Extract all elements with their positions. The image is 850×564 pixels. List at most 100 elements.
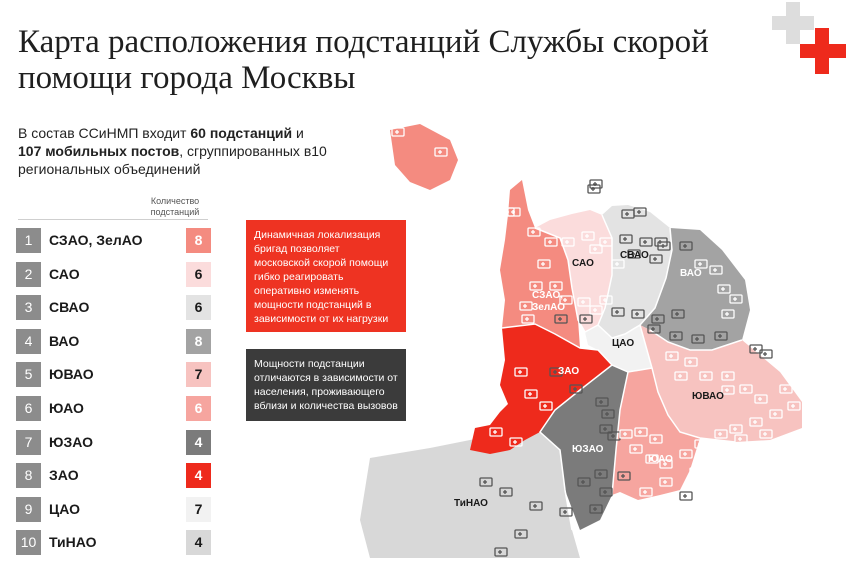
ambulance-icon bbox=[391, 127, 405, 137]
callout-capacity: Мощности подстанции отличаются в зависим… bbox=[246, 349, 406, 421]
ambulance-icon bbox=[779, 384, 793, 394]
intro-part-3: , сгруппированных в10 региональных объед… bbox=[18, 143, 327, 177]
district-count: 4 bbox=[186, 463, 211, 489]
ambulance-icon bbox=[544, 237, 558, 247]
ambulance-icon bbox=[514, 367, 528, 377]
district-name: ЮАО bbox=[49, 399, 84, 416]
ambulance-icon bbox=[759, 349, 773, 359]
ambulance-icon bbox=[599, 487, 613, 497]
district-row: 2 САО 6 bbox=[16, 261, 212, 287]
district-number: 3 bbox=[16, 295, 41, 321]
district-count: 4 bbox=[186, 429, 211, 455]
district-count: 7 bbox=[186, 362, 211, 388]
district-name: ЦАО bbox=[49, 500, 81, 517]
ambulance-icon bbox=[599, 424, 613, 434]
ambulance-icon bbox=[434, 147, 448, 157]
ambulance-icon bbox=[671, 309, 685, 319]
ambulance-icon bbox=[494, 547, 508, 557]
ambulance-icon bbox=[749, 417, 763, 427]
ambulance-icon bbox=[639, 237, 653, 247]
ambulance-icon bbox=[561, 237, 575, 247]
map-label-zao: ЗАО bbox=[558, 366, 579, 377]
district-name: СВАО bbox=[49, 299, 90, 316]
ambulance-icon bbox=[639, 487, 653, 497]
ambulance-icon bbox=[657, 241, 671, 251]
ambulance-icon bbox=[581, 231, 595, 241]
ambulance-icon bbox=[601, 409, 615, 419]
intro-text: В состав ССиНМП входит 60 подстанций и 1… bbox=[18, 124, 328, 178]
district-count: 8 bbox=[186, 328, 211, 354]
ambulance-icon bbox=[514, 529, 528, 539]
district-number: 2 bbox=[16, 261, 41, 287]
ambulance-icon bbox=[619, 429, 633, 439]
ambulance-icon bbox=[519, 301, 533, 311]
ambulance-icon bbox=[577, 297, 591, 307]
map-label-uao: ЮАО bbox=[648, 454, 673, 465]
ambulance-icon bbox=[629, 444, 643, 454]
district-row: 5 ЮВАО 7 bbox=[16, 362, 212, 388]
ambulance-icon bbox=[537, 259, 551, 269]
ambulance-icon bbox=[699, 371, 713, 381]
ambulance-icon bbox=[679, 241, 693, 251]
medical-cross-logo bbox=[772, 2, 846, 74]
region-zao bbox=[470, 324, 612, 454]
district-name: ЮЗАО bbox=[49, 433, 94, 450]
ambulance-icon bbox=[739, 384, 753, 394]
ambulance-icon bbox=[633, 207, 647, 217]
ambulance-icon bbox=[734, 434, 748, 444]
intro-mobile-posts-count: 107 мобильных постов bbox=[18, 143, 180, 159]
ambulance-icon bbox=[714, 429, 728, 439]
district-number: 5 bbox=[16, 362, 41, 388]
district-count: 6 bbox=[186, 295, 211, 321]
ambulance-icon bbox=[759, 429, 773, 439]
ambulance-icon bbox=[717, 284, 731, 294]
district-count: 8 bbox=[186, 228, 211, 253]
ambulance-icon bbox=[631, 309, 645, 319]
ambulance-icon bbox=[489, 427, 503, 437]
ambulance-icon bbox=[689, 467, 703, 477]
region-szao bbox=[390, 124, 580, 348]
ambulance-icon bbox=[691, 334, 705, 344]
ambulance-icon bbox=[529, 281, 543, 291]
ambulance-icon bbox=[479, 477, 493, 487]
district-list: 1 СЗАО, ЗелАО 8 2 САО 6 3 СВАО 6 4 ВАО 8 5 ЮВАО 7 6 ЮАО 6… bbox=[16, 228, 212, 564]
ambulance-icon bbox=[587, 184, 601, 194]
ambulance-icon bbox=[634, 427, 648, 437]
ambulance-icon bbox=[529, 501, 543, 511]
ambulance-icon bbox=[665, 351, 679, 361]
map-label-vao: ВАО bbox=[680, 268, 702, 279]
district-name: ВАО bbox=[49, 332, 80, 349]
ambulance-icon bbox=[647, 324, 661, 334]
district-count: 6 bbox=[186, 261, 211, 287]
ambulance-icon bbox=[599, 295, 613, 305]
ambulance-icon bbox=[501, 207, 515, 217]
ambulance-icon bbox=[679, 491, 693, 501]
ambulance-icon bbox=[569, 384, 583, 394]
district-count: 7 bbox=[186, 496, 211, 522]
ambulance-icon bbox=[669, 331, 683, 341]
ambulance-icon bbox=[599, 237, 613, 247]
map-label-szao-2: ЗелАО bbox=[532, 302, 565, 313]
ambulance-icon bbox=[549, 281, 563, 291]
map-label-uvao: ЮВАО bbox=[692, 391, 724, 402]
ambulance-icon bbox=[694, 259, 708, 269]
intro-substations-count: 60 подстанций bbox=[190, 125, 293, 141]
district-count: 6 bbox=[186, 395, 211, 421]
ambulance-markers bbox=[391, 127, 801, 557]
ambulance-icon bbox=[549, 367, 563, 377]
ambulance-icon bbox=[694, 439, 708, 449]
district-name: ТиНАО bbox=[49, 534, 97, 551]
district-name: САО bbox=[49, 265, 80, 282]
ambulance-icon bbox=[594, 469, 608, 479]
district-number: 10 bbox=[16, 530, 41, 556]
district-number: 1 bbox=[16, 228, 41, 253]
district-number: 7 bbox=[16, 429, 41, 455]
ambulance-icon bbox=[589, 305, 603, 315]
map-label-sao: САО bbox=[572, 258, 594, 269]
ambulance-icon bbox=[521, 314, 535, 324]
map-label-szao-1: СЗАО, bbox=[532, 290, 563, 301]
ambulance-icon bbox=[749, 344, 763, 354]
district-row: 4 ВАО 8 bbox=[16, 328, 212, 354]
district-name: ЗАО bbox=[49, 467, 79, 484]
intro-part-2: и bbox=[292, 125, 304, 141]
